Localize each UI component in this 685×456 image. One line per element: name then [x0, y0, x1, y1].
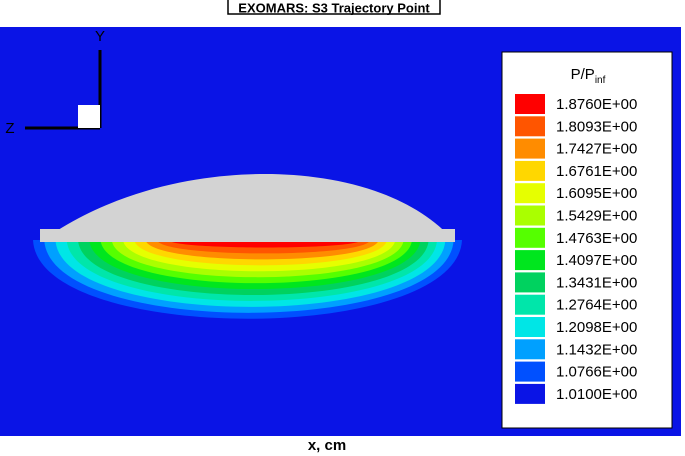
legend-label: 1.3431E+00: [556, 274, 637, 291]
legend-title-main: P/P: [571, 66, 595, 83]
legend-label: 1.6761E+00: [556, 163, 637, 180]
legend-swatch: [515, 94, 545, 114]
legend-swatch: [515, 339, 545, 360]
legend-label: 1.0766E+00: [556, 364, 637, 381]
body-shadow: [40, 174, 455, 242]
x-axis-label: x, cm: [308, 437, 346, 454]
legend-label: 1.4097E+00: [556, 252, 637, 269]
legend-label: 1.4763E+00: [556, 230, 637, 247]
legend-label: 1.2098E+00: [556, 319, 637, 336]
legend-label: 1.5429E+00: [556, 207, 637, 224]
legend-label: 1.2764E+00: [556, 297, 637, 314]
legend-label: 1.6095E+00: [556, 185, 637, 202]
legend-swatch: [515, 383, 545, 404]
body-shadow-edge: [40, 229, 455, 242]
legend-swatch: [515, 116, 545, 137]
legend-label: 1.7427E+00: [556, 141, 637, 158]
legend: 1.8760E+00 1.8093E+00 1.7427E+00 1.6761E+00…: [515, 94, 637, 404]
legend-swatch: [515, 317, 545, 337]
axis-origin: [78, 105, 100, 128]
legend-swatch: [515, 250, 545, 271]
legend-label: 1.8093E+00: [556, 118, 637, 135]
legend-label: 1.0100E+00: [556, 386, 637, 403]
legend-swatch: [515, 183, 545, 204]
chart-title: EXOMARS: S3 Trajectory Point: [238, 0, 430, 15]
contour-bands: [33, 240, 462, 319]
legend-title: P/Pinf: [571, 66, 606, 86]
legend-label: 1.8760E+00: [556, 96, 637, 113]
legend-swatch: [515, 272, 545, 293]
z-axis-label: Z: [5, 120, 14, 137]
legend-swatch: [515, 227, 545, 248]
y-axis-label: Y: [95, 28, 105, 45]
legend-label: 1.1432E+00: [556, 341, 637, 358]
legend-swatch: [515, 160, 545, 181]
legend-swatch: [515, 205, 545, 226]
legend-title-sub: inf: [595, 75, 606, 86]
legend-swatch: [515, 294, 545, 315]
legend-swatch: [515, 361, 545, 382]
title-box: [227, 0, 441, 15]
legend-swatch: [515, 138, 545, 159]
